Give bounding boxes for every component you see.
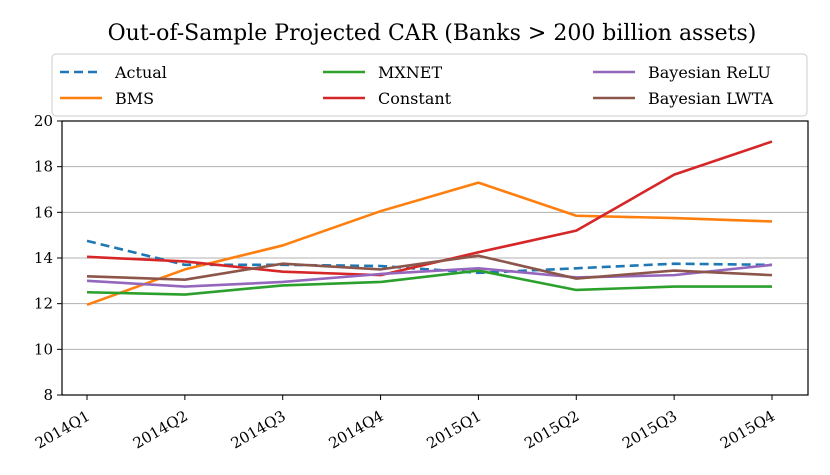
x-tick-label: 2015Q4 xyxy=(717,407,778,453)
y-axis: 8 10 12 14 16 18 20 xyxy=(34,112,62,404)
grid-lines xyxy=(62,120,808,396)
legend-box xyxy=(51,53,808,117)
legend-label: MXNET xyxy=(378,63,442,82)
legend-label: Actual xyxy=(114,63,167,82)
x-tick-label: 2015Q3 xyxy=(619,407,680,453)
chart-title: Out-of-Sample Projected CAR (Banks > 200… xyxy=(108,21,757,46)
series-line-mxnet xyxy=(86,269,772,296)
legend-label: BMS xyxy=(115,89,154,108)
series-layer xyxy=(86,140,773,307)
y-tick-label: 20 xyxy=(34,112,53,130)
legend-label: Bayesian ReLU xyxy=(648,63,771,82)
x-axis: 2014Q1 2014Q2 2014Q3 2014Q4 2015Q1 2015Q2 2015… xyxy=(32,395,778,452)
y-tick-label: 18 xyxy=(34,158,53,176)
y-tick-label: 10 xyxy=(34,340,53,358)
legend-label: Bayesian LWTA xyxy=(648,89,774,108)
x-tick-label: 2014Q1 xyxy=(32,407,93,453)
legend: Actual BMS MXNET Constant Bayesian ReLU Bayes… xyxy=(51,53,808,117)
series-line-bayesian-lwta xyxy=(86,254,773,281)
legend-label: Constant xyxy=(378,89,452,108)
y-tick-label: 8 xyxy=(43,386,53,404)
x-tick-label: 2014Q3 xyxy=(228,407,289,453)
series-line-bms xyxy=(86,181,773,307)
series-line-bayesian-relu xyxy=(86,263,773,288)
x-tick-label: 2015Q1 xyxy=(423,407,484,453)
x-tick-label: 2014Q2 xyxy=(130,407,191,453)
x-tick-label: 2015Q2 xyxy=(521,407,582,453)
y-tick-label: 14 xyxy=(34,249,53,267)
series-line-constant xyxy=(86,140,773,277)
y-tick-label: 12 xyxy=(34,295,53,313)
x-tick-label: 2014Q4 xyxy=(326,407,387,453)
y-tick-label: 16 xyxy=(34,203,53,221)
